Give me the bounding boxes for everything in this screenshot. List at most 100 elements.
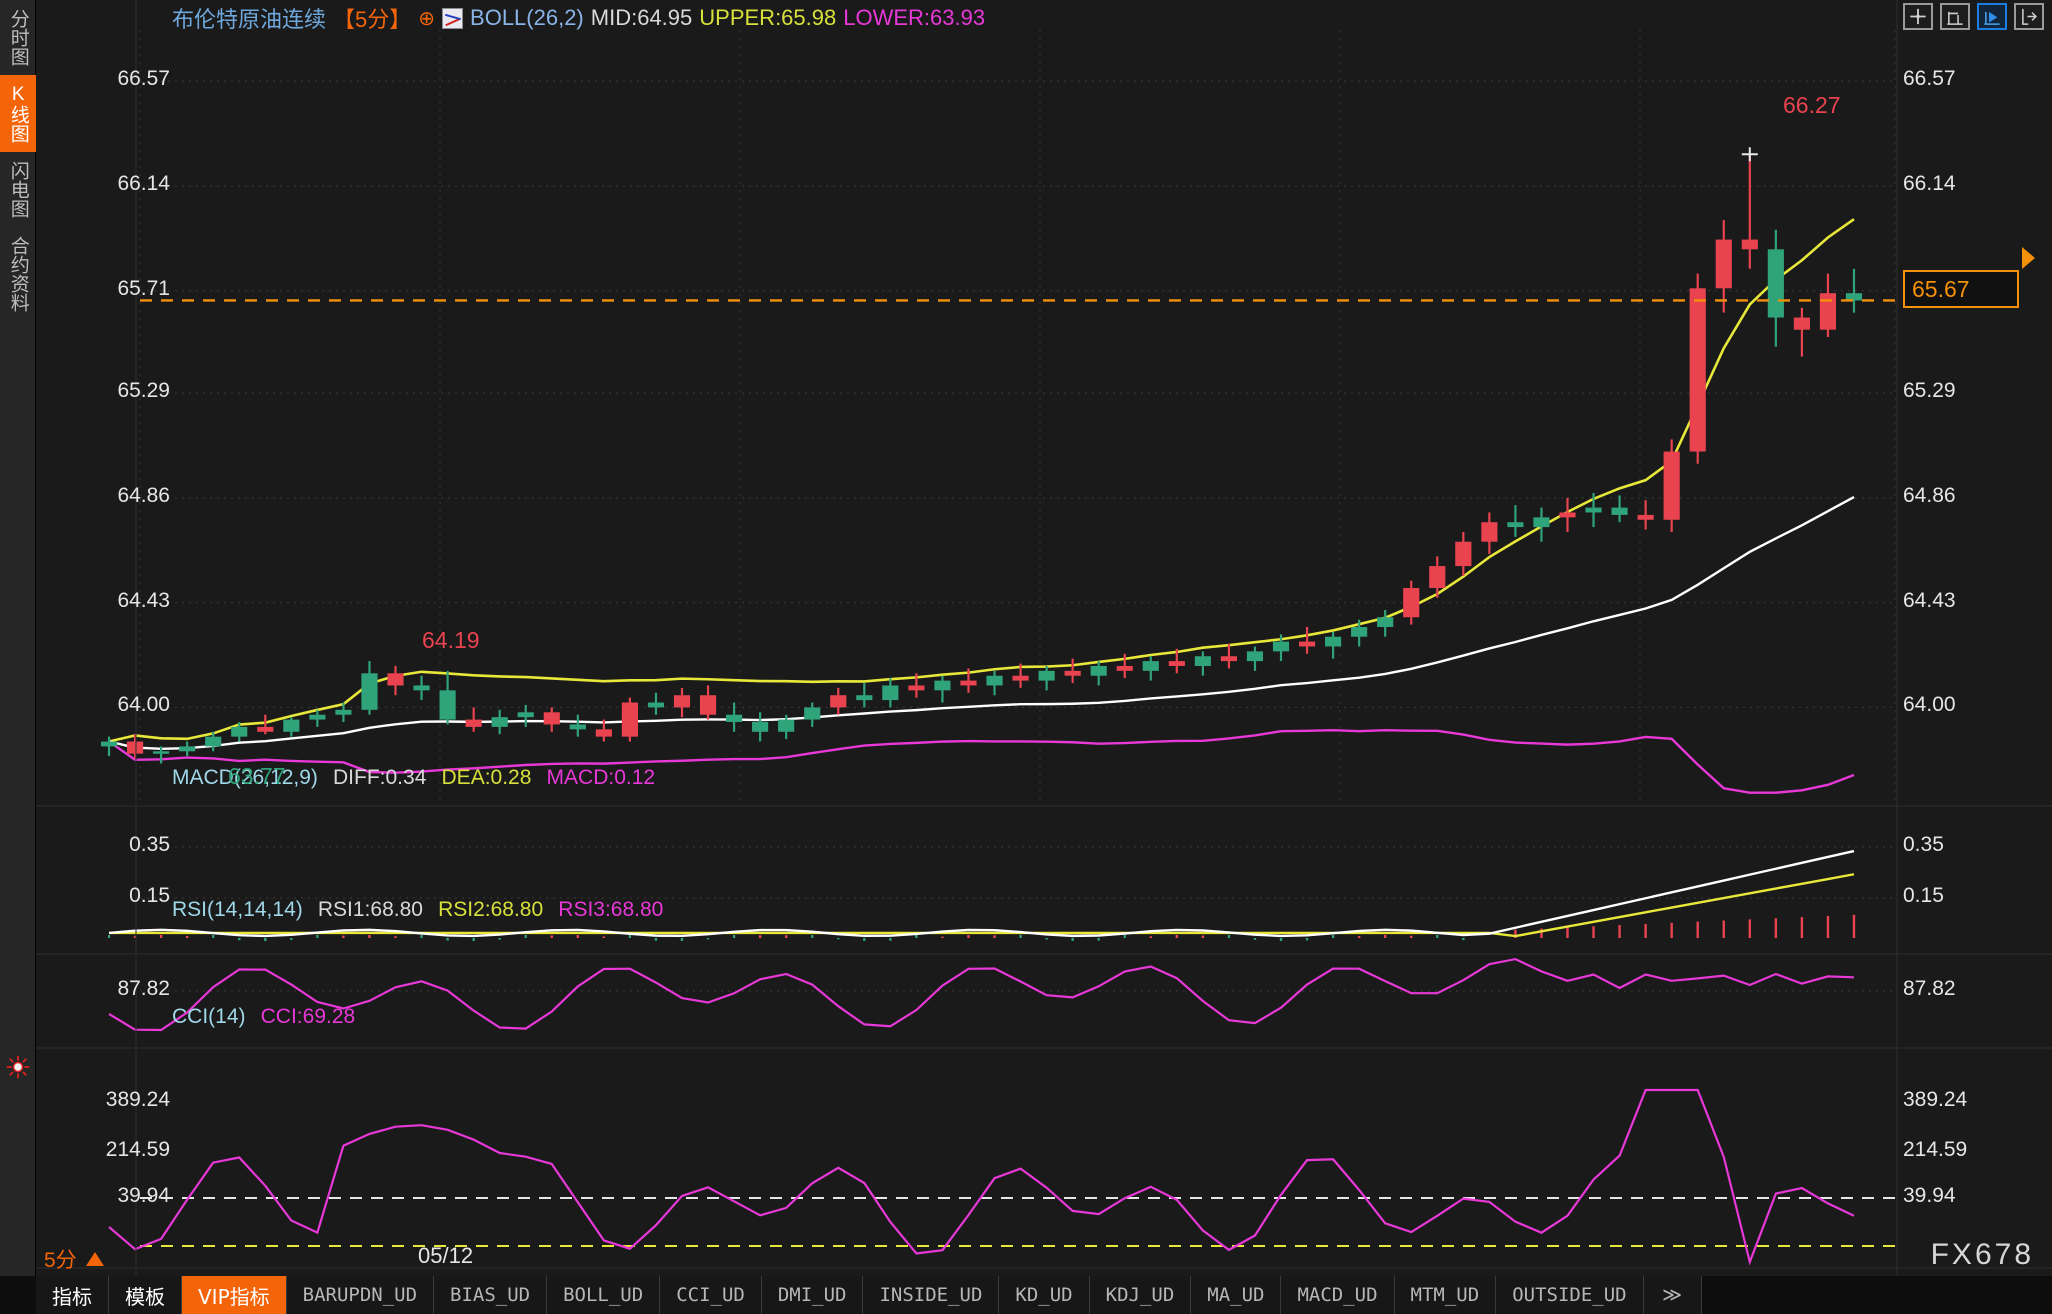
- toolbar-button-boll_ud[interactable]: BOLL_UD: [547, 1276, 661, 1314]
- toolbar-button-outside_ud[interactable]: OUTSIDE_UD: [1496, 1276, 1644, 1314]
- boll-name: BOLL(26,2): [470, 5, 584, 30]
- sidebar-item-contract-info[interactable]: 合约资料: [0, 227, 36, 321]
- toolbar-button-label: CCI_UD: [676, 1284, 745, 1306]
- sidebar-item-timeline-chart[interactable]: 分时图: [0, 0, 36, 75]
- cci-tick-left: 389.24: [105, 1088, 170, 1111]
- cci-value: CCI:69.28: [260, 1005, 356, 1028]
- price-tick-left: 64.00: [117, 693, 170, 717]
- triangle-up-icon: [85, 1252, 104, 1266]
- cci-panel-header: CCI(14) CCI:69.28: [172, 1003, 364, 1029]
- rsi-name: RSI(14,14,14): [172, 898, 303, 921]
- chart-graphics: [36, 0, 2052, 1276]
- toolbar-button-bias_ud[interactable]: BIAS_UD: [434, 1276, 548, 1314]
- price-tick-right: 65.29: [1903, 379, 1956, 403]
- watermark: FX678: [1930, 1238, 2034, 1271]
- toolbar-button-[interactable]: ≫: [1643, 1276, 1702, 1314]
- toolbar-button-kd_ud[interactable]: KD_UD: [999, 1276, 1090, 1314]
- sidebar-item-label: 合约资料: [7, 236, 29, 312]
- cci-tick-right: 214.59: [1903, 1138, 1968, 1161]
- price-tick-right: 66.14: [1903, 171, 1956, 195]
- cci-tick-right: 39.94: [1903, 1184, 1956, 1207]
- toolbar-left-pad: [0, 1276, 36, 1314]
- toolbar-button-cci_ud[interactable]: CCI_UD: [660, 1276, 762, 1314]
- toolbar-button-[interactable]: 指标: [36, 1276, 109, 1314]
- rsi-tick-left: 87.82: [117, 977, 170, 1000]
- annotation-session-low: 63.77: [228, 763, 286, 789]
- alarm-indicator-icon[interactable]: [6, 1055, 30, 1079]
- rsi3: RSI3:68.80: [558, 898, 664, 921]
- price-tick-right: 64.86: [1903, 483, 1956, 507]
- chart-header: 布伦特原油连续 【5分】 ⊕ BOLL(26,2) MID:64.95 UPPE…: [172, 2, 985, 34]
- toolbar-button-ma_ud[interactable]: MA_UD: [1191, 1276, 1282, 1314]
- toolbar-button-dmi_ud[interactable]: DMI_UD: [761, 1276, 864, 1314]
- cci-tick-right: 389.24: [1903, 1088, 1968, 1111]
- toolbar-button-label: OUTSIDE_UD: [1512, 1284, 1627, 1306]
- sidebar-item-label: 闪电图: [7, 161, 29, 218]
- boll-mid: MID:64.95: [590, 5, 693, 30]
- price-tick-left: 65.71: [117, 276, 170, 300]
- annotation-early-high: 64.19: [422, 627, 480, 653]
- annotation-session-high: 66.27: [1783, 92, 1841, 118]
- symbol-period: 【5分】: [333, 7, 412, 32]
- rsi-panel-header: RSI(14,14,14) RSI1:68.80 RSI2:68.80 RSI3…: [172, 896, 672, 922]
- sidebar-item-label: K线图: [7, 84, 29, 143]
- rsi1: RSI1:68.80: [317, 898, 423, 921]
- sidebar-item-kline-chart[interactable]: K线图: [0, 75, 36, 152]
- toolbar-button-label: MACD_UD: [1297, 1284, 1378, 1306]
- macd-tick-right: 0.15: [1903, 884, 1944, 907]
- rsi2: RSI2:68.80: [438, 898, 544, 921]
- sidebar-item-lightning-chart[interactable]: 闪电图: [0, 152, 36, 227]
- toolbar-button-vip[interactable]: VIP指标: [182, 1276, 287, 1314]
- current-price-marker-icon: [2022, 247, 2035, 269]
- toolbar-button-label: 模板: [125, 1284, 165, 1309]
- price-tick-left: 65.29: [117, 379, 170, 403]
- cci-name: CCI(14): [172, 1005, 246, 1028]
- period-badge-label: 5分: [44, 1249, 77, 1272]
- toolbar-spacer: [1701, 1276, 2052, 1314]
- price-tick-left: 66.14: [117, 171, 170, 195]
- rsi-tick-right: 87.82: [1903, 977, 1956, 1000]
- sidebar-item-label: 分时图: [7, 9, 29, 66]
- boll-chart-icon[interactable]: [442, 7, 464, 29]
- macd-tick-right: 0.35: [1903, 833, 1944, 856]
- toolbar-button-inside_ud[interactable]: INSIDE_UD: [863, 1276, 1000, 1314]
- price-tick-left: 64.86: [117, 483, 170, 507]
- macd-panel-header: MACD(26,12,9) DIFF:0.34 DEA:0.28 MACD:0.…: [172, 764, 664, 790]
- macd-name: MACD(26,12,9): [172, 766, 318, 789]
- toolbar-button-label: 指标: [52, 1284, 92, 1309]
- toolbar-button-label: MTM_UD: [1410, 1284, 1480, 1306]
- boll-upper: UPPER:65.98: [699, 5, 837, 30]
- macd-dea: DEA:0.28: [441, 766, 532, 789]
- toolbar-button-mtm_ud[interactable]: MTM_UD: [1394, 1276, 1497, 1314]
- toolbar-button-label: KDJ_UD: [1105, 1284, 1175, 1306]
- symbol-name: 布伦特原油连续: [172, 7, 327, 32]
- price-tick-left: 66.57: [117, 67, 170, 91]
- toolbar-button-label: DMI_UD: [777, 1284, 847, 1306]
- toolbar-button-macd_ud[interactable]: MACD_UD: [1281, 1276, 1395, 1314]
- toolbar-button-barupdn_ud[interactable]: BARUPDN_UD: [286, 1276, 435, 1314]
- toolbar-button-label: BOLL_UD: [563, 1284, 644, 1306]
- toolbar-buttons: 指标 模板 VIP指标 BARUPDN_UD BIAS_UD BOLL_UD CCI_UD D…: [36, 1276, 2052, 1314]
- current-price-tag[interactable]: 65.67: [1903, 270, 2019, 308]
- cci-tick-left: 39.94: [117, 1184, 170, 1207]
- period-badge[interactable]: 5分: [44, 1244, 104, 1274]
- toolbar-button-[interactable]: 模板: [109, 1276, 182, 1314]
- chart-canvas[interactable]: [36, 0, 2052, 1276]
- move-crosshair-icon[interactable]: [1903, 3, 1933, 30]
- date-axis-label: 05/12: [418, 1243, 474, 1268]
- macd-tick-left: 0.15: [129, 884, 170, 907]
- exit-icon[interactable]: [2014, 3, 2044, 30]
- chart-tool-icons: [1903, 3, 2044, 30]
- price-tick-right: 64.43: [1903, 588, 1956, 612]
- price-tick-left: 64.43: [117, 588, 170, 612]
- left-sidebar: 分时图 K线图闪电图合约资料: [0, 0, 36, 1276]
- macd-tick-left: 0.35: [129, 833, 170, 856]
- crosshair-icon[interactable]: ⊕: [418, 7, 436, 30]
- toolbar-button-label: VIP指标: [198, 1284, 270, 1309]
- cci-tick-left: 214.59: [105, 1138, 170, 1161]
- measure-icon[interactable]: [1940, 3, 1970, 30]
- toolbar-button-kdj_ud[interactable]: KDJ_UD: [1089, 1276, 1192, 1314]
- toolbar-button-label: BARUPDN_UD: [302, 1284, 418, 1306]
- playback-icon[interactable]: [1977, 3, 2007, 30]
